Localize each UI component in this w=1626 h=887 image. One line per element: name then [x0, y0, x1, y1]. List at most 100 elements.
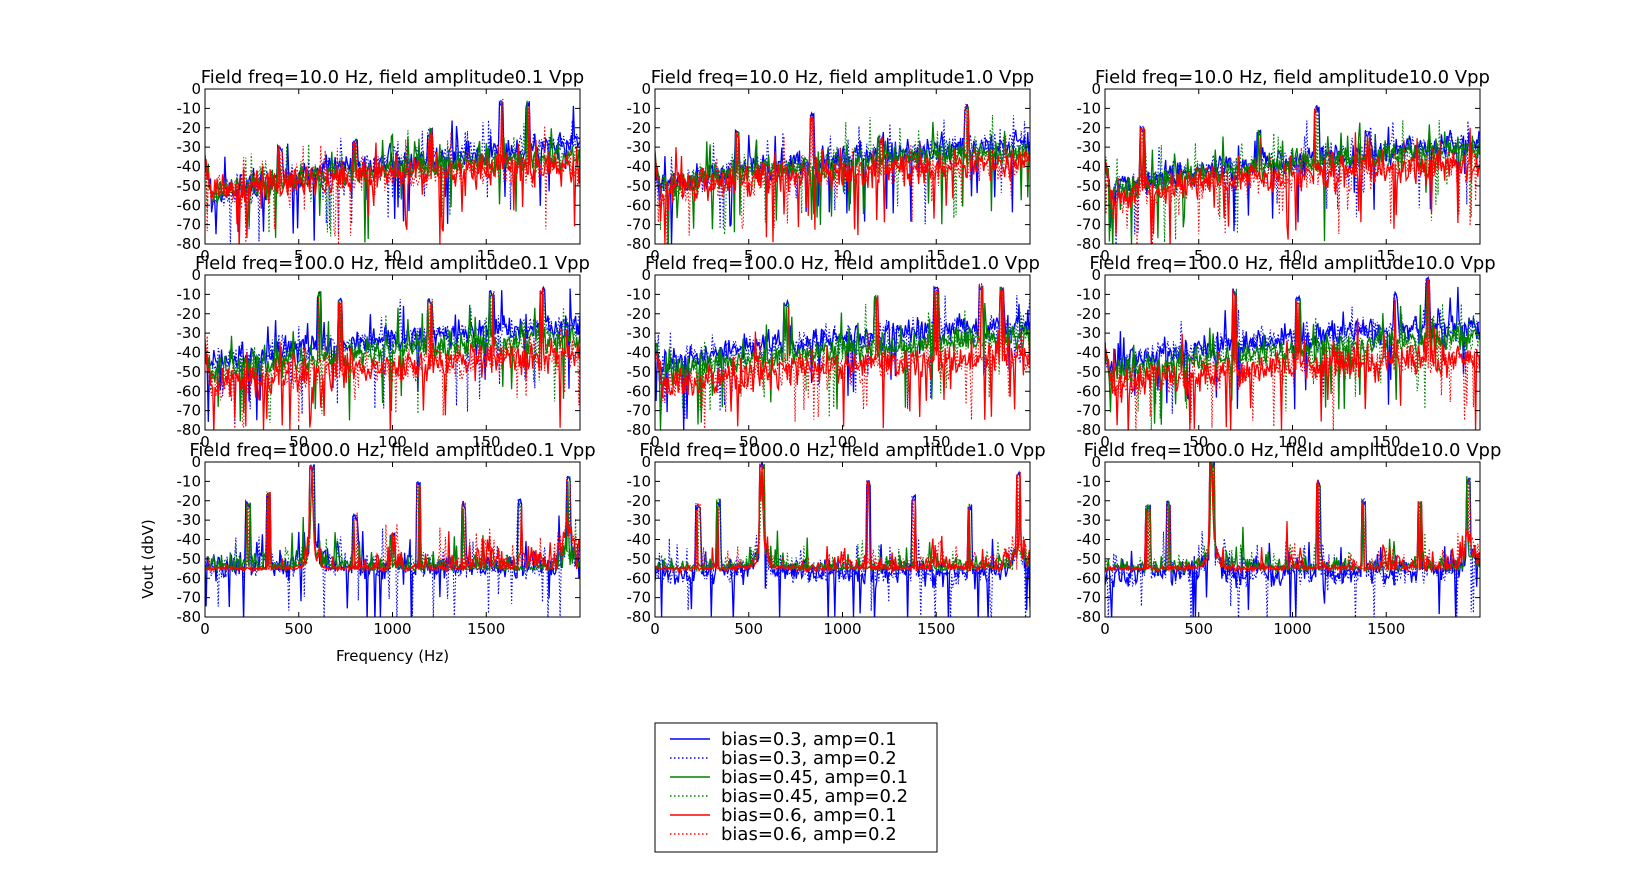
- series-green-dotted: [655, 286, 1030, 418]
- series-red-solid: [655, 463, 1030, 575]
- x-tick-label: 1000: [1273, 620, 1311, 638]
- x-tick-label: 1000: [373, 620, 411, 638]
- x-tick-label: 50: [289, 433, 308, 451]
- y-tick-label: -60: [177, 382, 202, 400]
- x-tick-label: 500: [734, 620, 763, 638]
- y-tick-label: 0: [641, 453, 651, 471]
- subplot-4: 0-10-20-30-40-50-60-70-800 50 100 150Field …: [177, 253, 590, 451]
- subplot-title: Field freq=1000.0 Hz, field amplitude10.…: [1084, 440, 1502, 461]
- series-blue-dotted: [1105, 462, 1480, 617]
- legend-label: bias=0.6, amp=0.2: [721, 824, 897, 845]
- y-tick-label: -70: [627, 402, 652, 420]
- x-tick-label: 10: [833, 247, 852, 265]
- y-tick-label: -20: [627, 305, 652, 323]
- series-red-dotted: [205, 101, 580, 244]
- y-tick-label: -60: [1077, 382, 1102, 400]
- subplot-title: Field freq=10.0 Hz, field amplitude10.0 …: [1095, 67, 1490, 88]
- subplot-title: Field freq=100.0 Hz, field amplitude10.0…: [1089, 253, 1495, 274]
- y-tick-label: -40: [177, 531, 202, 549]
- x-tick-label: 50: [739, 433, 758, 451]
- x-tick-label: 1500: [1367, 620, 1405, 638]
- series-group: [1105, 103, 1480, 244]
- y-tick-label: -30: [177, 511, 202, 529]
- y-tick-label: 0: [1091, 453, 1101, 471]
- y-tick-label: -10: [1077, 472, 1102, 490]
- x-tick-label: 5: [294, 247, 304, 265]
- axes-frame: [1104, 461, 1481, 618]
- x-tick-label: 5: [1194, 247, 1204, 265]
- subplot-title: Field freq=1000.0 Hz, field amplitude0.1…: [189, 440, 595, 461]
- y-tick-label: -80: [177, 235, 202, 253]
- y-tick-label: -40: [627, 531, 652, 549]
- x-tick-label: 150: [922, 433, 951, 451]
- y-tick-label: -70: [1077, 402, 1102, 420]
- y-tick-label: -10: [627, 99, 652, 117]
- x-tick-label: 0: [1100, 433, 1110, 451]
- y-tick-label: -40: [627, 344, 652, 362]
- y-tick-label: -10: [177, 285, 202, 303]
- y-tick-label: -50: [1077, 550, 1102, 568]
- y-tick-label: -10: [177, 472, 202, 490]
- subplot-title: Field freq=1000.0 Hz, field amplitude1.0…: [639, 440, 1045, 461]
- y-tick-label: -80: [177, 421, 202, 439]
- subplot-title: Field freq=10.0 Hz, field amplitude1.0 V…: [651, 67, 1034, 88]
- y-tick-label: -40: [1077, 158, 1102, 176]
- y-tick-label: -20: [1077, 305, 1102, 323]
- x-tick-label: 1500: [467, 620, 505, 638]
- series-red-solid: [1105, 463, 1480, 574]
- y-tick-label: -70: [627, 216, 652, 234]
- series-red-solid: [205, 465, 580, 574]
- series-red-dotted: [1105, 278, 1480, 430]
- x-tick-label: 10: [383, 247, 402, 265]
- y-tick-label: -70: [1077, 216, 1102, 234]
- y-tick-label: -10: [1077, 99, 1102, 117]
- y-tick-label: 0: [191, 266, 201, 284]
- series-red-solid: [655, 285, 1030, 429]
- y-tick-label: -20: [1077, 119, 1102, 137]
- y-tick-label: -40: [177, 158, 202, 176]
- y-tick-label: -30: [1077, 138, 1102, 156]
- y-tick-label: -50: [1077, 177, 1102, 195]
- y-tick-label: -30: [627, 511, 652, 529]
- x-tick-label: 15: [927, 247, 946, 265]
- series-red-solid: [205, 287, 580, 430]
- y-tick-label: -10: [1077, 285, 1102, 303]
- y-tick-label: -10: [177, 99, 202, 117]
- y-tick-label: -80: [627, 608, 652, 626]
- x-tick-label: 10: [1283, 247, 1302, 265]
- y-tick-label: 0: [191, 453, 201, 471]
- y-tick-label: -60: [627, 382, 652, 400]
- y-tick-label: -70: [627, 589, 652, 607]
- y-tick-label: -20: [177, 492, 202, 510]
- series-group: [205, 285, 580, 430]
- legend-label: bias=0.3, amp=0.2: [721, 748, 897, 769]
- y-tick-label: -70: [1077, 589, 1102, 607]
- legend-label: bias=0.45, amp=0.2: [721, 786, 908, 807]
- y-tick-label: -30: [177, 324, 202, 342]
- y-tick-label: -60: [177, 196, 202, 214]
- x-tick-label: 5: [744, 247, 754, 265]
- y-tick-label: -50: [627, 550, 652, 568]
- y-tick-label: -40: [177, 344, 202, 362]
- x-tick-label: 0: [650, 247, 660, 265]
- subplot-5: 0-10-20-30-40-50-60-70-800 50 100 150Field …: [627, 253, 1040, 451]
- x-axis-label: Frequency (Hz): [336, 647, 449, 665]
- series-group: [1105, 275, 1480, 430]
- y-tick-label: -50: [177, 363, 202, 381]
- y-tick-label: -80: [1077, 235, 1102, 253]
- y-tick-label: -50: [177, 550, 202, 568]
- legend-box: [654, 722, 938, 853]
- series-blue-solid: [205, 285, 580, 422]
- series-green-solid: [655, 285, 1030, 430]
- legend-label: bias=0.6, amp=0.1: [721, 805, 897, 826]
- x-tick-label: 0: [200, 433, 210, 451]
- y-tick-label: -60: [627, 196, 652, 214]
- y-axis-label: Vout (dbV): [139, 519, 157, 598]
- x-tick-label: 0: [650, 620, 660, 638]
- y-tick-label: -80: [1077, 608, 1102, 626]
- x-tick-label: 0: [1100, 620, 1110, 638]
- y-tick-label: -60: [177, 569, 202, 587]
- legend-label: bias=0.3, amp=0.1: [721, 729, 897, 750]
